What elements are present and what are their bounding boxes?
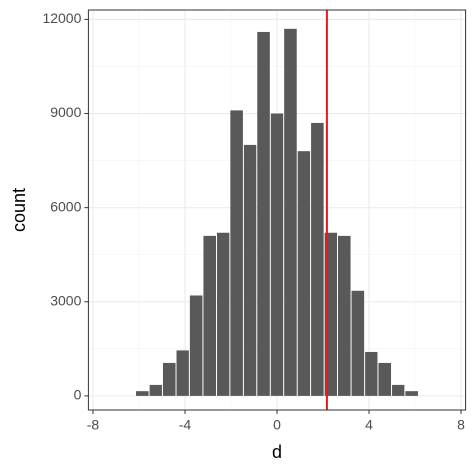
- bar: [311, 122, 324, 396]
- bar: [405, 391, 418, 396]
- bar: [203, 235, 217, 396]
- y-tick-label: 6000: [50, 198, 81, 214]
- x-tick-label: 4: [365, 417, 373, 433]
- bar: [365, 351, 378, 396]
- bar: [378, 362, 392, 396]
- bar: [337, 235, 351, 396]
- x-tick-label: 0: [273, 417, 281, 433]
- x-tick-label: -8: [87, 417, 100, 433]
- x-tick-label: 8: [457, 417, 465, 433]
- bar: [351, 290, 365, 396]
- y-tick-label: 3000: [50, 292, 81, 308]
- x-tick-label: -4: [179, 417, 192, 433]
- y-axis-title: count: [9, 188, 29, 232]
- bar: [392, 384, 405, 396]
- panel-border: [87, 9, 467, 411]
- bar: [230, 110, 243, 396]
- x-axis-title: d: [272, 442, 282, 462]
- y-tick-label: 9000: [50, 104, 81, 120]
- bar: [257, 31, 270, 396]
- bar: [189, 295, 203, 396]
- bar: [162, 362, 176, 396]
- bar: [284, 28, 297, 396]
- bar: [217, 232, 230, 396]
- bar: [149, 384, 162, 396]
- bar: [136, 391, 149, 396]
- bar: [243, 144, 257, 396]
- bar: [297, 151, 311, 396]
- bar: [270, 113, 284, 396]
- bar: [176, 350, 189, 396]
- y-tick-label: 12000: [42, 10, 81, 26]
- y-tick-label: 0: [74, 387, 82, 403]
